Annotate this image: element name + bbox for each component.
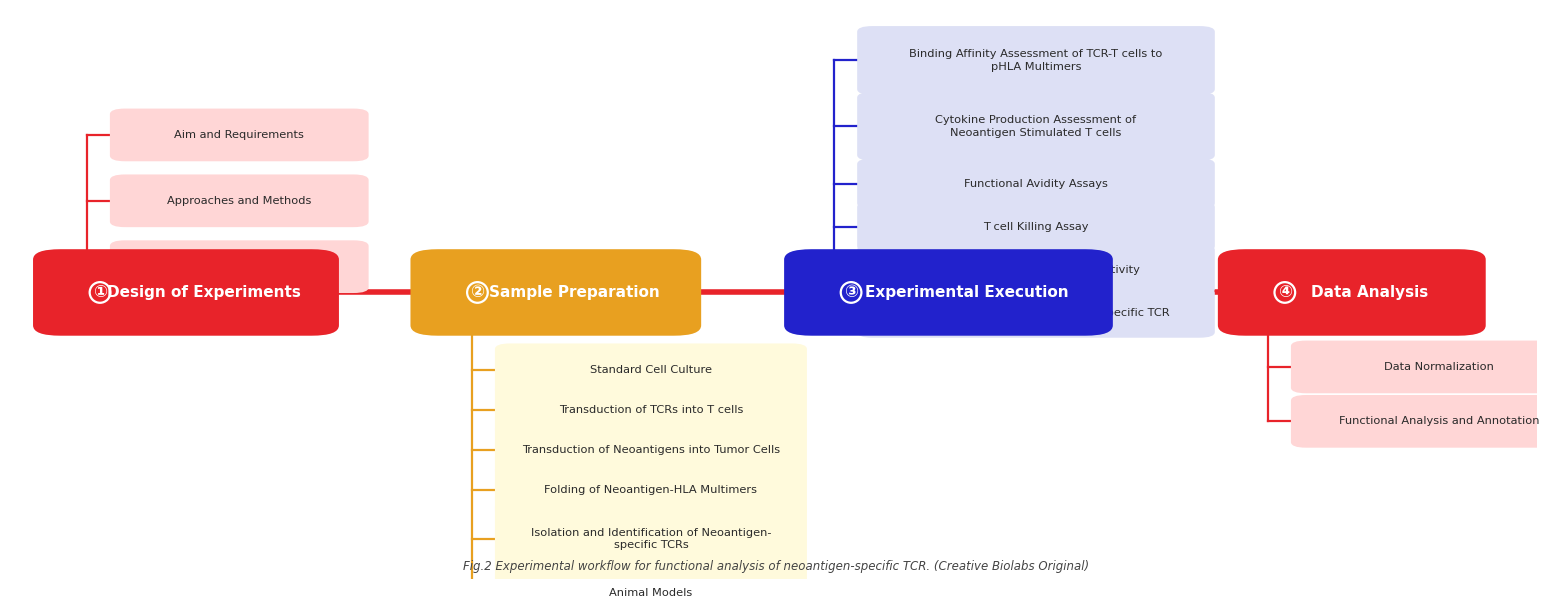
Text: Animal Models: Animal Models <box>609 588 693 598</box>
Text: Binding Affinity Assessment of TCR-T cells to
pHLA Multimers: Binding Affinity Assessment of TCR-T cel… <box>910 49 1163 72</box>
Text: Isolation and Identification of Neoantigen-
specific TCRs: Isolation and Identification of Neoantig… <box>531 528 772 550</box>
FancyBboxPatch shape <box>784 249 1114 336</box>
Text: Folding of Neoantigen-HLA Multimers: Folding of Neoantigen-HLA Multimers <box>545 485 758 495</box>
FancyBboxPatch shape <box>495 424 808 476</box>
FancyBboxPatch shape <box>1291 395 1553 447</box>
Text: Data Normalization: Data Normalization <box>1384 362 1494 372</box>
FancyBboxPatch shape <box>857 201 1214 252</box>
Text: Measurement of T Cell Alloreactivity: Measurement of T Cell Alloreactivity <box>932 265 1140 274</box>
Text: ③: ③ <box>843 283 859 302</box>
FancyBboxPatch shape <box>33 249 339 336</box>
FancyBboxPatch shape <box>495 567 808 603</box>
Text: Cytokine Production Assessment of
Neoantigen Stimulated T cells: Cytokine Production Assessment of Neoant… <box>935 115 1137 137</box>
Text: Functional Analysis and Annotation: Functional Analysis and Annotation <box>1339 416 1539 426</box>
FancyBboxPatch shape <box>857 92 1214 160</box>
FancyBboxPatch shape <box>1291 341 1553 393</box>
FancyBboxPatch shape <box>495 464 808 516</box>
Text: Fig.2 Experimental workflow for functional analysis of neoantigen-specific TCR. : Fig.2 Experimental workflow for function… <box>463 560 1090 573</box>
Text: Standard Cell Culture: Standard Cell Culture <box>590 365 711 375</box>
Text: Sample Preparation: Sample Preparation <box>489 285 660 300</box>
FancyBboxPatch shape <box>1218 249 1486 336</box>
Text: Transduction of TCRs into T cells: Transduction of TCRs into T cells <box>559 405 744 415</box>
FancyBboxPatch shape <box>495 502 808 576</box>
FancyBboxPatch shape <box>857 287 1214 338</box>
FancyBboxPatch shape <box>857 244 1214 295</box>
FancyBboxPatch shape <box>410 249 700 336</box>
FancyBboxPatch shape <box>495 344 808 396</box>
Text: Functional Avidity Assays: Functional Avidity Assays <box>964 178 1107 189</box>
Text: ④: ④ <box>1278 283 1292 302</box>
Text: T cell Killing Assay: T cell Killing Assay <box>983 221 1089 232</box>
FancyBboxPatch shape <box>110 109 368 161</box>
Text: Transduction of Neoantigens into Tumor Cells: Transduction of Neoantigens into Tumor C… <box>522 445 780 455</box>
Text: Design of Experiments: Design of Experiments <box>107 285 301 300</box>
FancyBboxPatch shape <box>110 241 368 293</box>
Text: In Vivo Assessment of Neoantigen-specific TCR: In Vivo Assessment of Neoantigen-specifi… <box>902 308 1169 318</box>
Text: ①: ① <box>93 283 107 302</box>
Text: ②: ② <box>471 283 485 302</box>
FancyBboxPatch shape <box>857 26 1214 95</box>
FancyBboxPatch shape <box>857 159 1214 209</box>
Text: Experimental Execution: Experimental Execution <box>865 285 1068 300</box>
Text: Approaches and Methods: Approaches and Methods <box>168 196 312 206</box>
Text: Data Analysis: Data Analysis <box>1311 285 1429 300</box>
Text: Aim and Requirements: Aim and Requirements <box>174 130 304 140</box>
Text: Budget and Timeline: Budget and Timeline <box>180 262 298 272</box>
FancyBboxPatch shape <box>110 174 368 227</box>
FancyBboxPatch shape <box>495 384 808 436</box>
